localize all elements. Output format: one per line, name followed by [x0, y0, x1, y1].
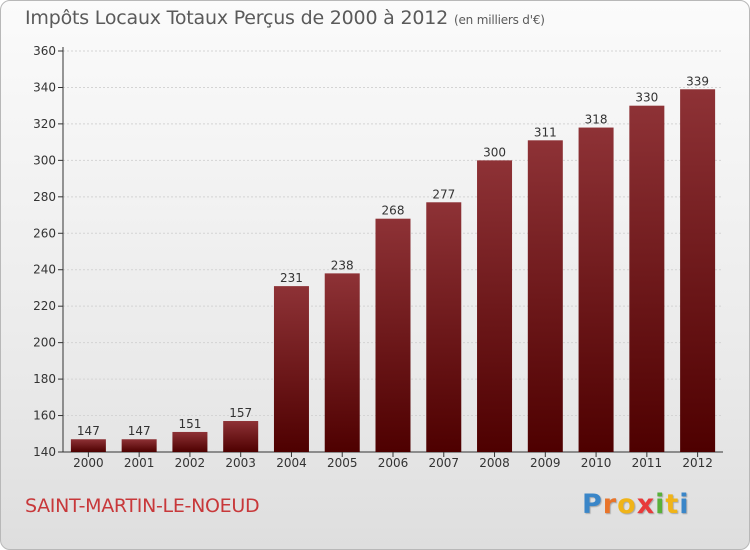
bar-2008 [477, 160, 513, 452]
logo-letter: i [655, 489, 666, 520]
bar-value-label-2004: 231 [280, 271, 303, 285]
bar-value-label-2011: 330 [635, 91, 658, 105]
bar-value-label-2000: 147 [77, 424, 100, 438]
x-tick-label-2000: 2000 [73, 456, 104, 470]
bar-2007 [426, 202, 462, 452]
bar-value-label-2010: 318 [585, 113, 608, 127]
x-tick-label-2003: 2003 [225, 456, 256, 470]
bar-2012 [680, 89, 716, 452]
y-tick-label-180: 180 [33, 372, 56, 386]
bar-value-label-2003: 157 [229, 406, 252, 420]
x-tick-label-2012: 2012 [682, 456, 713, 470]
bar-2000 [70, 439, 106, 452]
y-tick-label-240: 240 [33, 263, 56, 277]
y-tick-label-260: 260 [33, 226, 56, 240]
logo-letter: i [679, 489, 690, 520]
x-tick-label-2004: 2004 [276, 456, 307, 470]
x-tick-label-2002: 2002 [175, 456, 206, 470]
bar-2010 [578, 127, 614, 453]
logo-letter: P [582, 489, 603, 520]
y-tick-label-320: 320 [33, 117, 56, 131]
y-tick-label-360: 360 [33, 44, 56, 58]
chart-title: Impôts Locaux Totaux Perçus de 2000 à 20… [25, 7, 545, 29]
x-tick-label-2001: 2001 [124, 456, 155, 470]
bar-value-label-2009: 311 [534, 125, 557, 139]
bar-value-label-2007: 277 [432, 187, 455, 201]
bar-2004 [273, 286, 309, 452]
x-tick-label-2011: 2011 [632, 456, 663, 470]
bar-2006 [375, 218, 411, 452]
bar-value-label-2008: 300 [483, 145, 506, 159]
bar-2001 [121, 439, 157, 452]
bar-value-label-2002: 151 [178, 417, 201, 431]
y-tick-label-280: 280 [33, 190, 56, 204]
y-tick-label-340: 340 [33, 80, 56, 94]
bar-value-label-2001: 147 [128, 424, 151, 438]
bar-2005 [324, 273, 360, 452]
bar-2003 [223, 421, 259, 452]
y-tick-label-220: 220 [33, 299, 56, 313]
logo-letter: t [665, 489, 680, 520]
logo-letter: o [617, 489, 637, 520]
x-tick-label-2005: 2005 [327, 456, 358, 470]
logo-letter: x [636, 489, 656, 520]
chart-unit: (en milliers d'€) [454, 13, 545, 27]
bar-value-label-2005: 238 [331, 258, 354, 272]
commune-name: SAINT-MARTIN-LE-NOEUD [25, 495, 260, 517]
y-tick-label-140: 140 [33, 445, 56, 459]
bar-2009 [527, 140, 563, 452]
bar-value-label-2006: 268 [382, 204, 405, 218]
bar-2002 [172, 431, 208, 452]
x-tick-label-2006: 2006 [378, 456, 409, 470]
y-tick-label-160: 160 [33, 409, 56, 423]
y-tick-label-300: 300 [33, 153, 56, 167]
x-tick-label-2007: 2007 [428, 456, 459, 470]
x-tick-label-2008: 2008 [479, 456, 510, 470]
x-tick-label-2009: 2009 [530, 456, 561, 470]
bar-value-label-2012: 339 [686, 74, 709, 88]
x-tick-label-2010: 2010 [581, 456, 612, 470]
bar-2011 [629, 105, 665, 452]
chart-title-text: Impôts Locaux Totaux Perçus de 2000 à 20… [25, 7, 449, 29]
proxiti-logo: Proxiti [582, 489, 690, 520]
y-tick-label-200: 200 [33, 336, 56, 350]
logo-letter: r [602, 489, 618, 520]
